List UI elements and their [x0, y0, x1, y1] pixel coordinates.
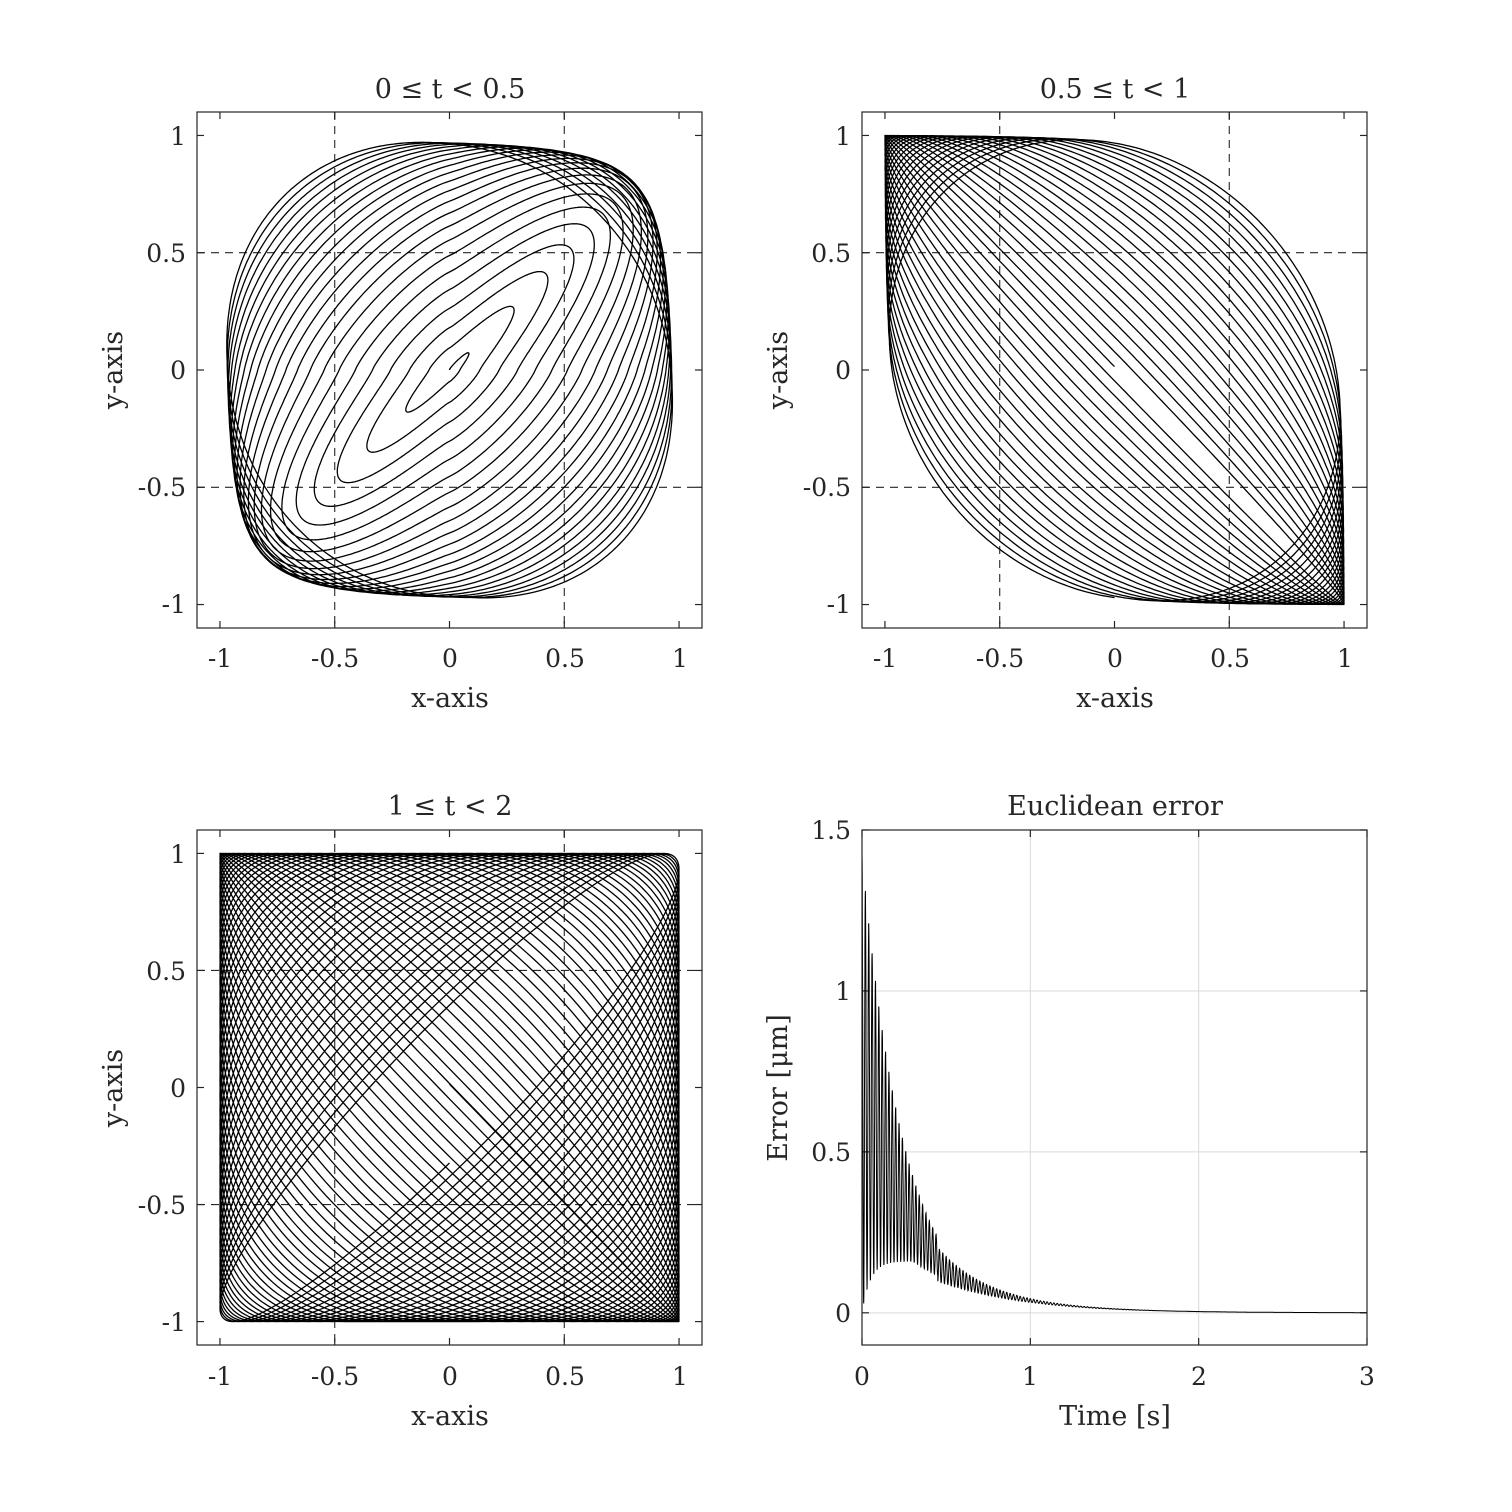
panel-4-xtick-1: 1 — [1022, 1362, 1038, 1391]
panel-1-ytick-4: 1 — [170, 122, 186, 151]
panel-3-ytick-2: 0 — [170, 1074, 186, 1103]
panel-3-xtick-1: -0.5 — [311, 1362, 359, 1391]
panel-2-ytick-1: -0.5 — [803, 473, 851, 502]
panel-4-axes-box — [861, 829, 1368, 1346]
panel-1-ylabel: y-axis — [98, 331, 129, 410]
panel-3-ytick-0: -1 — [162, 1308, 186, 1337]
panel-3-ytick-4: 1 — [170, 840, 186, 869]
panel-4-series — [861, 855, 1367, 1314]
panel-1-title: 0 ≤ t < 0.5 — [375, 74, 526, 105]
panel-2-axes-box — [861, 111, 1368, 629]
panel-2-xtick-2: 0 — [1107, 644, 1123, 673]
panel-3-ticks: -1 -0.5 0 0.5 1 -1 -0.5 0 0.5 1 — [138, 840, 688, 1391]
panel-3-xtick-4: 1 — [672, 1362, 688, 1391]
panel-1-xtick-1: -0.5 — [311, 644, 359, 673]
panel-2-xtick-3: 0.5 — [1210, 644, 1250, 673]
panel-3-xtick-0: -1 — [208, 1362, 232, 1391]
panel-3-ytick-1: -0.5 — [138, 1191, 186, 1220]
panel-2-xlabel: x-axis — [1076, 683, 1154, 714]
panel-2-ticks: -1 -0.5 0 0.5 1 -1 -0.5 0 0.5 1 — [803, 122, 1353, 673]
panel-4-ytick-1: 0.5 — [811, 1138, 851, 1167]
panel-1-axes-box — [196, 111, 703, 629]
panel-4-xtick-0: 0 — [854, 1362, 870, 1391]
panel-1-xtick-0: -1 — [208, 644, 232, 673]
panel-3-title: 1 ≤ t < 2 — [388, 791, 513, 822]
panel-1-ticks: -1 -0.5 0 0.5 1 -1 -0.5 0 0.5 1 — [138, 122, 688, 673]
panel-2-xtick-1: -0.5 — [976, 644, 1024, 673]
panel-1-xtick-2: 0 — [442, 644, 458, 673]
panel-3-curve — [219, 852, 680, 1323]
panel-3-xtick-3: 0.5 — [545, 1362, 585, 1391]
panel-1-curve — [226, 141, 674, 599]
panel-3-xlabel: x-axis — [411, 1401, 489, 1432]
panel-2-ytick-4: 1 — [835, 122, 851, 151]
panel-1-ytick-2: 0 — [170, 356, 186, 385]
panel-2-ytick-2: 0 — [835, 356, 851, 385]
panel-1-xlabel: x-axis — [411, 683, 489, 714]
panel-4-ylabel: Error [μm] — [763, 1014, 794, 1162]
panel-2: 0.5 ≤ t < 1 -1 -0.5 0 0.5 1 -1 -0.5 0 0.… — [763, 74, 1368, 714]
panel-4-xtick-2: 2 — [1191, 1362, 1207, 1391]
panel-4-ytick-0: 0 — [835, 1299, 851, 1328]
panel-2-title: 0.5 ≤ t < 1 — [1040, 74, 1191, 105]
panel-1-ytick-1: -0.5 — [138, 473, 186, 502]
panel-4-ytick-3: 1.5 — [811, 816, 851, 845]
panel-2-xtick-0: -1 — [873, 644, 897, 673]
panel-2-xtick-4: 1 — [1337, 644, 1353, 673]
panel-2-grid — [862, 112, 1367, 628]
panel-3-grid — [197, 830, 702, 1345]
panel-4-ytick-2: 1 — [835, 977, 851, 1006]
panel-4-xtick-3: 3 — [1359, 1362, 1375, 1391]
panel-4-title: Euclidean error — [1007, 791, 1223, 822]
panel-1-ytick-3: 0.5 — [146, 239, 186, 268]
panel-3-ytick-3: 0.5 — [146, 957, 186, 986]
panel-3-xtick-2: 0 — [442, 1362, 458, 1391]
panel-1-xtick-4: 1 — [672, 644, 688, 673]
panel-3: 1 ≤ t < 2 -1 -0.5 0 0.5 1 -1 -0.5 0 0.5 … — [98, 791, 703, 1432]
panel-1-ytick-0: -1 — [162, 590, 186, 619]
panel-3-axes-box — [196, 829, 703, 1346]
panel-4-ticks: 0 1 2 3 0 0.5 1 1.5 — [811, 816, 1375, 1391]
panel-2-ytick-3: 0.5 — [811, 239, 851, 268]
panel-1-xtick-3: 0.5 — [545, 644, 585, 673]
panel-4: Euclidean error 0 1 2 3 0 0.5 1 1.5 Time… — [763, 791, 1375, 1432]
panel-1-grid — [197, 112, 702, 628]
panel-3-ylabel: y-axis — [98, 1049, 129, 1128]
panel-4-xlabel: Time [s] — [1059, 1401, 1171, 1432]
panel-2-ylabel: y-axis — [763, 331, 794, 410]
panel-1: 0 ≤ t < 0.5 -1 -0.5 0 0.5 1 -1 -0.5 0 0.… — [98, 74, 703, 714]
panel-2-ytick-0: -1 — [827, 590, 851, 619]
panel-2-curve — [884, 134, 1345, 606]
